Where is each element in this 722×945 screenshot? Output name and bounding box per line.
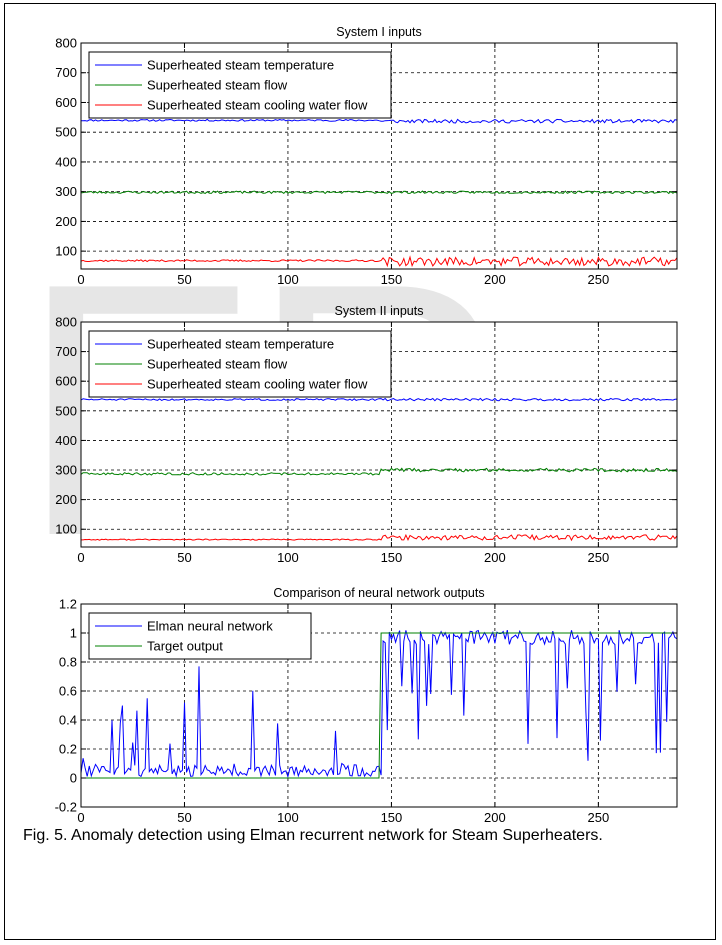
x-tick-label: 50 <box>177 272 191 287</box>
legend-label: Target output <box>147 639 223 654</box>
legend: Superheated steam temperature Superheated… <box>88 51 392 119</box>
x-tick-label: 200 <box>484 272 506 287</box>
x-tick-label: 100 <box>277 810 299 825</box>
x-tick-label: 150 <box>381 810 403 825</box>
y-tick-label: 0.2 <box>59 742 77 757</box>
x-tick-label: 200 <box>484 550 506 565</box>
series-line-2 <box>81 632 677 779</box>
legend-label: Superheated steam flow <box>147 78 288 93</box>
y-tick-label: 300 <box>55 463 77 478</box>
x-tick-label: 200 <box>484 810 506 825</box>
y-tick-label: 200 <box>55 214 77 229</box>
legend-label: Superheated steam temperature <box>147 337 334 352</box>
y-tick-label: 500 <box>55 125 77 140</box>
y-tick-label: 500 <box>55 403 77 418</box>
y-tick-label: 1 <box>70 626 77 641</box>
legend-box <box>88 612 312 660</box>
y-tick-label: 700 <box>55 65 77 80</box>
chart-title: System II inputs <box>335 304 424 318</box>
series-line-1 <box>80 397 678 402</box>
y-tick-label: 0 <box>70 771 77 786</box>
y-tick-label: 200 <box>55 492 77 507</box>
y-tick-label: 100 <box>55 244 77 259</box>
x-tick-label: 250 <box>588 550 610 565</box>
legend: Elman neural network Target output <box>88 612 312 660</box>
legend: Superheated steam temperature Superheated… <box>88 330 392 398</box>
y-tick-label: 100 <box>55 522 77 537</box>
chart-title: System I inputs <box>336 25 421 39</box>
legend-label: Superheated steam flow <box>147 357 288 372</box>
y-tick-label: 0.8 <box>59 655 77 670</box>
y-tick-label: 300 <box>55 184 77 199</box>
chart-title: Comparison of neural network outputs <box>273 586 484 600</box>
y-tick-label: 0.6 <box>59 684 77 699</box>
x-tick-label: 100 <box>277 272 299 287</box>
y-tick-label: 1.2 <box>59 597 77 612</box>
series-line-2 <box>80 467 678 476</box>
axes-box <box>80 603 678 808</box>
chart-panel-1: 0 50 100 150 200 250 100 200 300 400 500 600 700 800 S… <box>55 25 678 287</box>
x-tick-label: 250 <box>588 272 610 287</box>
axes-box <box>80 42 678 270</box>
y-tick-label: 400 <box>55 154 77 169</box>
y-tick-label: 800 <box>55 315 77 330</box>
x-tick-label: 100 <box>277 550 299 565</box>
series-line-3 <box>80 255 678 268</box>
chart-panel-2: 0 50 100 150 200 250 100 200 300 400 500 600 700 800 S… <box>55 304 678 565</box>
x-tick-label: 0 <box>77 272 84 287</box>
legend-label: Superheated steam cooling water flow <box>147 377 368 392</box>
series-line-1 <box>80 118 678 124</box>
y-tick-label: 700 <box>55 344 77 359</box>
series-line-3 <box>81 533 678 542</box>
x-tick-label: 150 <box>381 272 403 287</box>
x-tick-label: 150 <box>381 550 403 565</box>
x-tick-label: 50 <box>177 810 191 825</box>
y-tick-label: 600 <box>55 374 77 389</box>
y-tick-label: 600 <box>55 95 77 110</box>
x-tick-label: 50 <box>177 550 191 565</box>
y-tick-label: 0.4 <box>59 713 77 728</box>
x-tick-label: 0 <box>77 810 84 825</box>
legend-label: Superheated steam cooling water flow <box>147 98 368 113</box>
x-tick-label: 250 <box>588 810 610 825</box>
legend-label: Elman neural network <box>147 619 273 634</box>
figure-caption: Fig. 5. Anomaly detection using Elman re… <box>23 827 603 844</box>
y-tick-label: 400 <box>55 433 77 448</box>
axes-box <box>80 321 678 548</box>
x-tick-label: 0 <box>77 550 84 565</box>
series-line-2 <box>80 190 678 195</box>
y-tick-label: -0.2 <box>55 800 77 815</box>
legend-label: Superheated steam temperature <box>147 58 334 73</box>
chart-panel-3: 0 50 100 150 200 250-0.200.20.40.60.811.2Comp… <box>55 586 678 825</box>
y-tick-label: 800 <box>55 36 77 51</box>
